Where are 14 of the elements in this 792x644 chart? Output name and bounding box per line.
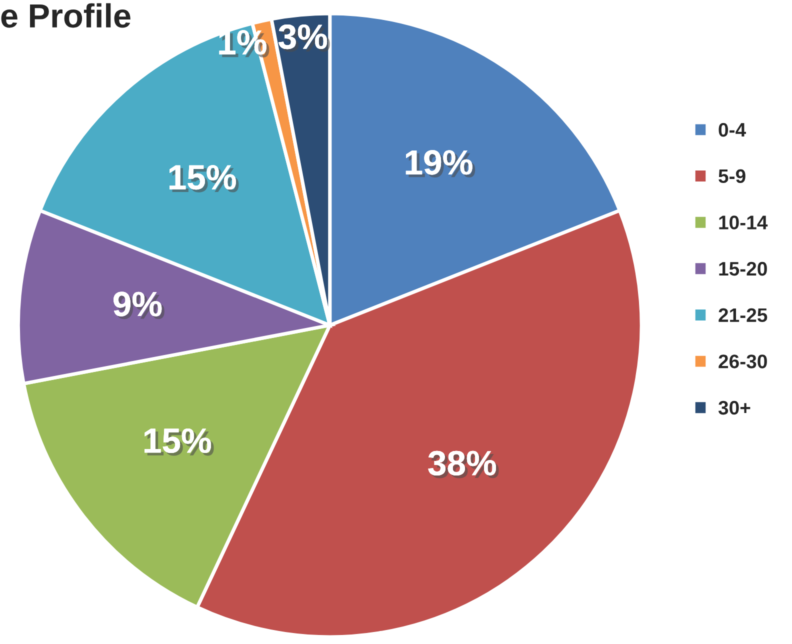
legend-label: 30+ — [718, 400, 750, 415]
legend-label: 10-14 — [719, 216, 768, 230]
legend-label: 21-25 — [718, 308, 768, 322]
data-label: 19% — [406, 150, 476, 178]
data-label: 15% — [170, 165, 239, 192]
legend-label: 0-4 — [718, 122, 746, 137]
data-label: 38% — [428, 450, 499, 478]
legend-label: 26-30 — [718, 354, 767, 368]
legend-label: 5-9 — [718, 169, 746, 184]
legend-label: 15-20 — [719, 262, 767, 276]
data-label: 3% — [278, 24, 330, 52]
data-label: 15% — [144, 428, 214, 456]
data-label: 9% — [114, 292, 164, 320]
chart-title: e Profile — [1, 3, 130, 28]
